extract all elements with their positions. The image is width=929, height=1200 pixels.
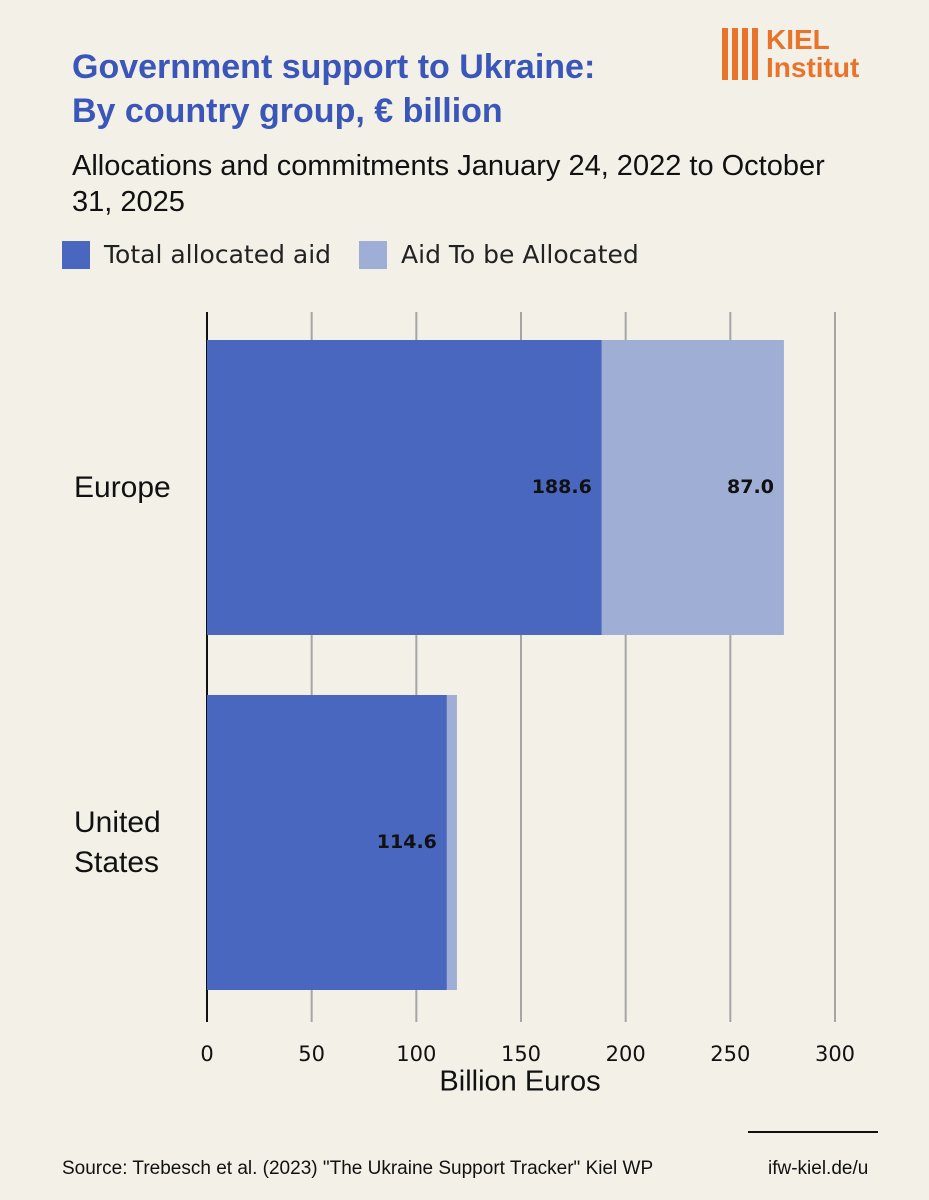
chart-title: Government support to Ukraine:: [72, 48, 596, 86]
url: ifw-kiel.de/u: [768, 1158, 869, 1179]
x-tick-label: 50: [298, 1042, 325, 1066]
x-tick-label: 300: [815, 1042, 855, 1066]
chart-title: By country group, € billion: [72, 92, 503, 130]
x-tick-label: 0: [200, 1042, 213, 1066]
logo-mark: [722, 28, 758, 80]
rule: [748, 1131, 878, 1133]
legend: Total allocated aid Aid To be Allocated: [62, 240, 667, 269]
subtitle: Allocations and commitments January 24, …: [72, 150, 825, 218]
bar-segment: [207, 340, 602, 635]
legend-item: Aid To be Allocated: [359, 240, 639, 269]
y-tick-label: United States: [74, 805, 161, 879]
y-tick-label: Europe: [74, 470, 171, 504]
source: Source: Trebesch et al. (2023) "The Ukra…: [62, 1158, 654, 1179]
legend-label: Total allocated aid: [104, 240, 332, 269]
bar-segment: [446, 695, 457, 990]
x-tick-label: 100: [396, 1042, 436, 1066]
value-label: 87.0: [727, 476, 774, 498]
legend-item: Total allocated aid: [62, 240, 331, 269]
legend-swatch: [62, 240, 90, 269]
legend-label: Aid To be Allocated: [401, 240, 639, 269]
logo-text: KIEL Institut: [766, 26, 859, 82]
x-tick-label: 200: [606, 1042, 646, 1066]
bar-segment: [601, 340, 784, 635]
logo-line: KIEL: [766, 24, 830, 55]
x-tick-label: 150: [501, 1042, 541, 1066]
x-tick-label: 250: [710, 1042, 750, 1066]
x-axis-label: Billion Euros: [439, 1066, 600, 1098]
value-label: 114.6: [377, 831, 437, 853]
value-label: 188.6: [532, 476, 592, 498]
legend-swatch: [359, 240, 388, 269]
bar-segment: [207, 695, 447, 990]
logo-line: Institut: [766, 52, 860, 83]
